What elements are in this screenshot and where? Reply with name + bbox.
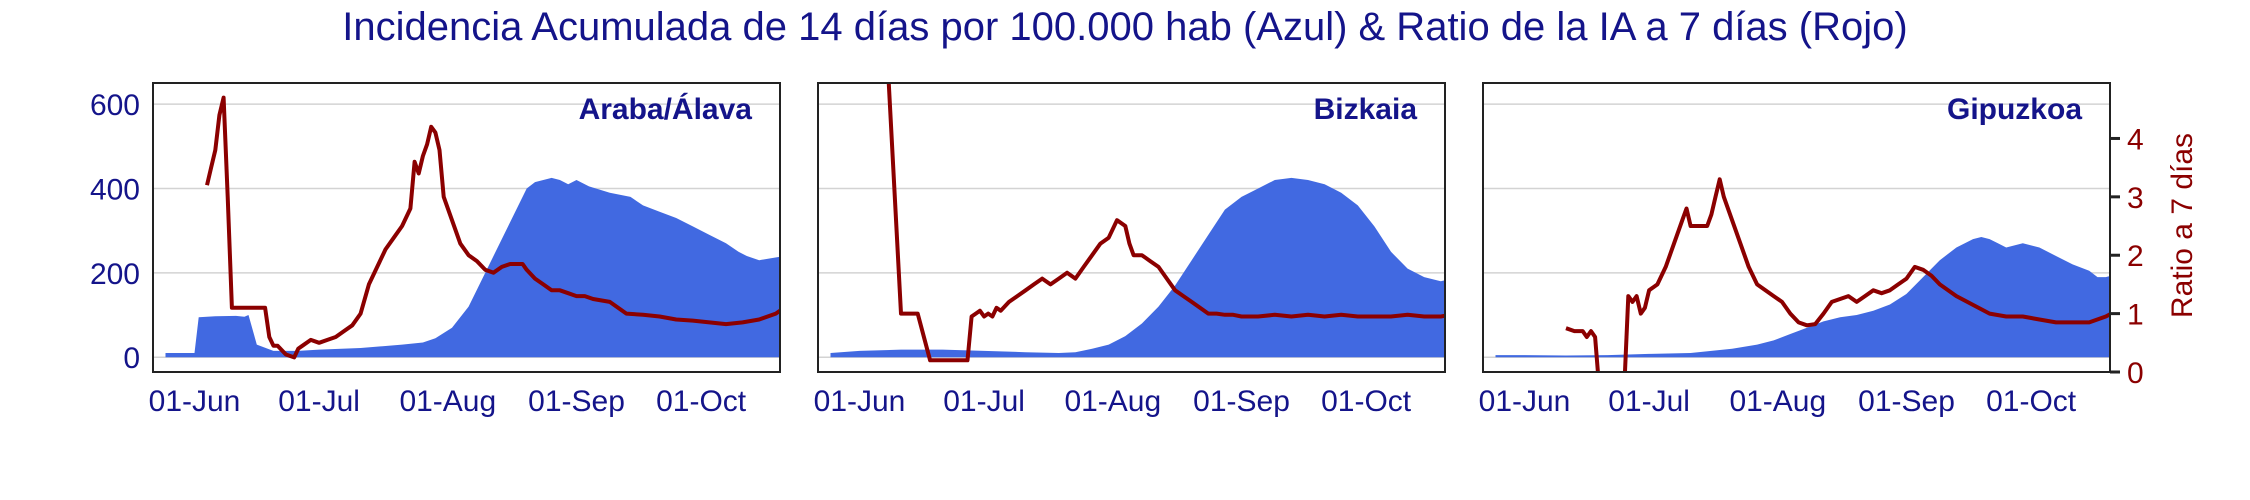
x-tick-label: 01-Jul xyxy=(943,385,1025,418)
panel-frame xyxy=(152,82,781,373)
y-tick-label-right: 4 xyxy=(2127,123,2144,156)
x-tick-label: 01-Jul xyxy=(1608,385,1690,418)
x-tick-label: 01-Oct xyxy=(1986,385,2077,418)
x-tick-label: 01-Sep xyxy=(1858,385,1955,418)
ratio-line xyxy=(886,83,1445,363)
x-tick-label: 01-Oct xyxy=(656,385,747,418)
x-tick-label: 01-Jun xyxy=(814,385,906,418)
region-label: Bizkaia xyxy=(1314,93,1418,126)
chart-title: Incidencia Acumulada de 14 días por 100.… xyxy=(342,5,1907,49)
panel-3: Gipuzkoa 01-Jun 01-Jul 01-Aug 01-Sep 01-Oct 0 1… xyxy=(1479,82,2199,418)
panel-frame xyxy=(1482,82,2111,373)
x-tick-label: 01-Oct xyxy=(1321,385,1412,418)
panel-1: Araba/Álava 01-Jun 01-Jul 01-Aug 01-Sep 01-Oc… xyxy=(90,82,781,418)
y-tick-label-left: 0 xyxy=(123,342,140,375)
y-tick-label-left: 200 xyxy=(90,258,140,291)
x-tick-label: 01-Aug xyxy=(399,385,496,418)
x-tick-label: 01-Jun xyxy=(1479,385,1571,418)
region-label: Araba/Álava xyxy=(579,92,753,126)
x-tick-label: 01-Sep xyxy=(528,385,625,418)
ratio-line xyxy=(1565,177,2110,372)
x-tick-label: 01-Aug xyxy=(1729,385,1826,418)
y-tick-label-left: 400 xyxy=(90,173,140,206)
y-tick-label-right: 1 xyxy=(2127,299,2144,332)
x-tick-label: 01-Jun xyxy=(149,385,241,418)
incidence-area xyxy=(830,177,1445,358)
panel-2: Bizkaia 01-Jun 01-Jul 01-Aug 01-Sep 01-Oct xyxy=(814,82,1446,418)
y-axis-label-right: Ratio a 7 días xyxy=(2166,133,2199,318)
y-tick-label-right: 2 xyxy=(2127,240,2144,273)
panels: Araba/Álava 01-Jun 01-Jul 01-Aug 01-Sep 01-Oc… xyxy=(90,82,2199,418)
y-tick-label-right: 0 xyxy=(2127,357,2144,390)
panel-frame xyxy=(817,82,1446,373)
incidence-area xyxy=(165,177,780,358)
x-tick-label: 01-Sep xyxy=(1193,385,1290,418)
y-tick-label-right: 3 xyxy=(2127,182,2144,215)
x-tick-label: 01-Jul xyxy=(278,385,360,418)
x-tick-label: 01-Aug xyxy=(1064,385,1161,418)
incidence-area xyxy=(1495,237,2110,358)
ratio-line xyxy=(205,95,780,360)
y-tick-label-left: 600 xyxy=(90,89,140,122)
region-label: Gipuzkoa xyxy=(1947,93,2082,126)
